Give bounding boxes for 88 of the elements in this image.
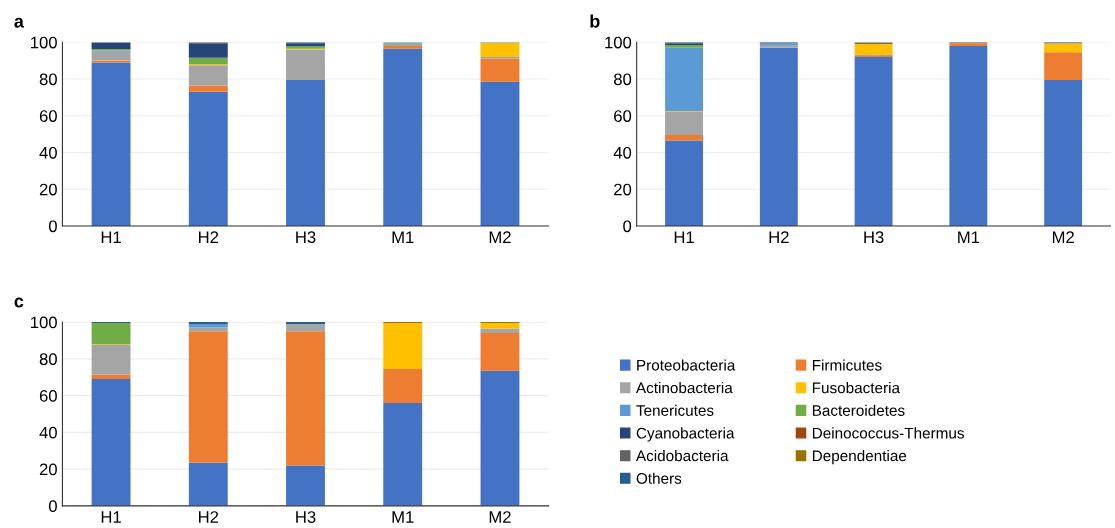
chart-title: b xyxy=(590,14,600,28)
bar xyxy=(91,345,131,375)
bar xyxy=(1044,79,1083,226)
y-tick-label: 0 xyxy=(48,500,57,513)
legend-label: Bacteroidetes xyxy=(812,404,905,416)
legend-label: Proteobacteria xyxy=(637,359,736,371)
bar xyxy=(188,43,228,58)
bar xyxy=(286,331,325,466)
legend-label: Fusobacteria xyxy=(812,382,901,394)
x-tick-label: M2 xyxy=(1052,231,1074,243)
bar xyxy=(188,65,228,86)
x-tick-label: M1 xyxy=(392,231,414,243)
y-tick-label: 80 xyxy=(39,353,57,366)
y-tick-label: 20 xyxy=(39,463,57,476)
chart-title: a xyxy=(14,17,24,28)
bar xyxy=(286,323,325,332)
chart-title: c xyxy=(14,297,24,308)
x-tick-label: M1 xyxy=(958,231,980,243)
bar xyxy=(1044,43,1083,53)
legend-label: Firmicutes xyxy=(812,359,882,371)
legend-label: Dependentiae xyxy=(812,449,907,465)
bar xyxy=(91,62,131,226)
y-tick-label: 40 xyxy=(613,146,632,159)
legend-label: Acidobacteria xyxy=(635,449,729,462)
bar xyxy=(480,58,520,82)
y-tick-label: 20 xyxy=(39,183,57,196)
bar xyxy=(1044,52,1083,80)
bar xyxy=(949,45,988,226)
bar xyxy=(188,323,228,328)
bar xyxy=(480,370,520,506)
x-tick-label: M2 xyxy=(489,231,511,243)
y-tick-label: 100 xyxy=(31,316,57,329)
y-tick-label: 100 xyxy=(605,36,632,49)
y-tick-label: 0 xyxy=(48,220,57,233)
y-tick-label: 0 xyxy=(623,220,632,233)
legend-label: Cyanobacteria xyxy=(636,427,735,442)
bar xyxy=(91,379,131,506)
bar xyxy=(383,323,423,369)
bar xyxy=(480,333,520,371)
bar xyxy=(665,135,704,141)
bar xyxy=(854,56,893,226)
bar xyxy=(188,57,228,65)
x-tick-label: H3 xyxy=(296,231,316,244)
y-tick-label: 40 xyxy=(39,426,57,439)
x-tick-label: H2 xyxy=(199,511,219,523)
bar xyxy=(286,49,325,80)
bar xyxy=(759,47,798,226)
bar xyxy=(188,331,228,463)
legend-label: Others xyxy=(636,472,682,484)
legend-label: Tenericutes xyxy=(636,404,714,416)
x-tick-label: M1 xyxy=(392,511,414,523)
bar xyxy=(286,465,325,506)
y-tick-label: 40 xyxy=(39,146,57,159)
y-tick-label: 100 xyxy=(31,36,57,49)
x-tick-label: H2 xyxy=(769,231,789,243)
bar xyxy=(383,368,423,403)
bar xyxy=(383,402,423,506)
bar xyxy=(286,79,325,226)
bar xyxy=(665,47,704,112)
x-tick-label: M2 xyxy=(489,511,511,523)
bar xyxy=(665,112,704,136)
bar xyxy=(91,323,131,345)
y-tick-label: 80 xyxy=(613,73,632,86)
bar xyxy=(188,462,228,506)
bar xyxy=(188,91,228,226)
x-tick-label: H1 xyxy=(674,231,694,243)
x-tick-label: H3 xyxy=(296,511,316,523)
bar xyxy=(383,48,423,226)
bar xyxy=(854,44,893,56)
y-tick-label: 60 xyxy=(39,389,57,402)
x-tick-label: H1 xyxy=(101,511,121,523)
y-tick-label: 20 xyxy=(614,183,632,196)
x-tick-label: H2 xyxy=(199,231,219,243)
y-tick-label: 60 xyxy=(39,110,57,122)
x-tick-label: H1 xyxy=(101,231,121,243)
bar xyxy=(480,323,520,329)
bar xyxy=(91,50,131,61)
legend-label: Deinococcus-Thermus xyxy=(812,427,964,439)
bar xyxy=(188,85,228,92)
bar xyxy=(665,140,704,226)
bar xyxy=(480,43,520,57)
x-tick-label: H3 xyxy=(864,231,884,244)
bar xyxy=(91,42,131,50)
y-tick-label: 60 xyxy=(614,110,632,122)
y-tick-label: 80 xyxy=(39,73,57,86)
bar xyxy=(480,81,520,226)
bar xyxy=(91,374,131,380)
legend-label: Actinobacteria xyxy=(635,382,733,394)
